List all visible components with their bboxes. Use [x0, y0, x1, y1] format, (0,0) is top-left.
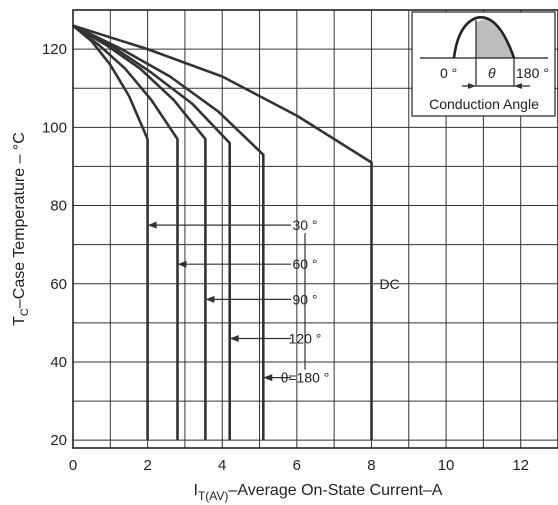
half-sine-wave [452, 16, 516, 59]
x-tick-label: 4 [218, 457, 226, 474]
series-line [72, 24, 373, 441]
plot-frame [72, 9, 558, 449]
leader-arrowhead [263, 374, 273, 382]
series-line [72, 24, 179, 441]
series-label: 30 ° [292, 217, 317, 233]
y-tick-label: 80 [50, 198, 67, 215]
x-tick-label: 0 [69, 457, 77, 474]
leader-arrowhead [229, 335, 239, 342]
x-tick-label: 6 [293, 457, 301, 474]
series-label: 120 ° [289, 331, 322, 347]
series-label: θ=180 ° [281, 370, 330, 386]
inset-end-label: 180 ° [516, 65, 549, 81]
y-tick-label: 20 [50, 432, 67, 449]
inset-arrow-left [468, 83, 476, 89]
series-line [72, 24, 207, 441]
curves [72, 24, 373, 441]
inset-theta-label: θ [488, 65, 496, 81]
y-tick-label: 40 [50, 354, 67, 371]
y-axis-label: TC–Case Temperature – °C [11, 132, 31, 326]
y-tick-label: 100 [42, 119, 67, 136]
leader-arrowhead [205, 295, 215, 303]
inset-arrow-right [514, 83, 522, 89]
x-tick-label: 2 [143, 457, 151, 474]
leader-arrowhead [147, 221, 157, 229]
x-tick-label: 8 [367, 457, 375, 474]
inset-start-label: 0 ° [440, 65, 457, 81]
annotation-leaders: 30 ° 60 ° 90 ° 120 ° θ=180 ° DC [147, 217, 400, 386]
leader-arrowhead [177, 260, 187, 268]
series-label: 90 ° [292, 291, 317, 307]
inset-caption: Conduction Angle [429, 96, 539, 112]
series-label: 60 ° [292, 256, 317, 272]
x-axis-label: IT(AV)–Average On-State Current–A [194, 482, 443, 503]
x-tick-label: 10 [438, 457, 455, 474]
half-sine-fill [476, 19, 514, 58]
conduction-angle-inset: 0 ° θ 180 ° Conduction Angle [411, 11, 556, 117]
tick-labels: 0 2 4 6 8 10 12 20 40 60 80 100 120 [42, 41, 529, 474]
x-tick-label: 12 [512, 457, 529, 474]
series-line [72, 24, 265, 441]
y-tick-label: 60 [50, 276, 67, 293]
y-tick-label: 120 [42, 41, 67, 58]
series-label: DC [379, 276, 399, 292]
